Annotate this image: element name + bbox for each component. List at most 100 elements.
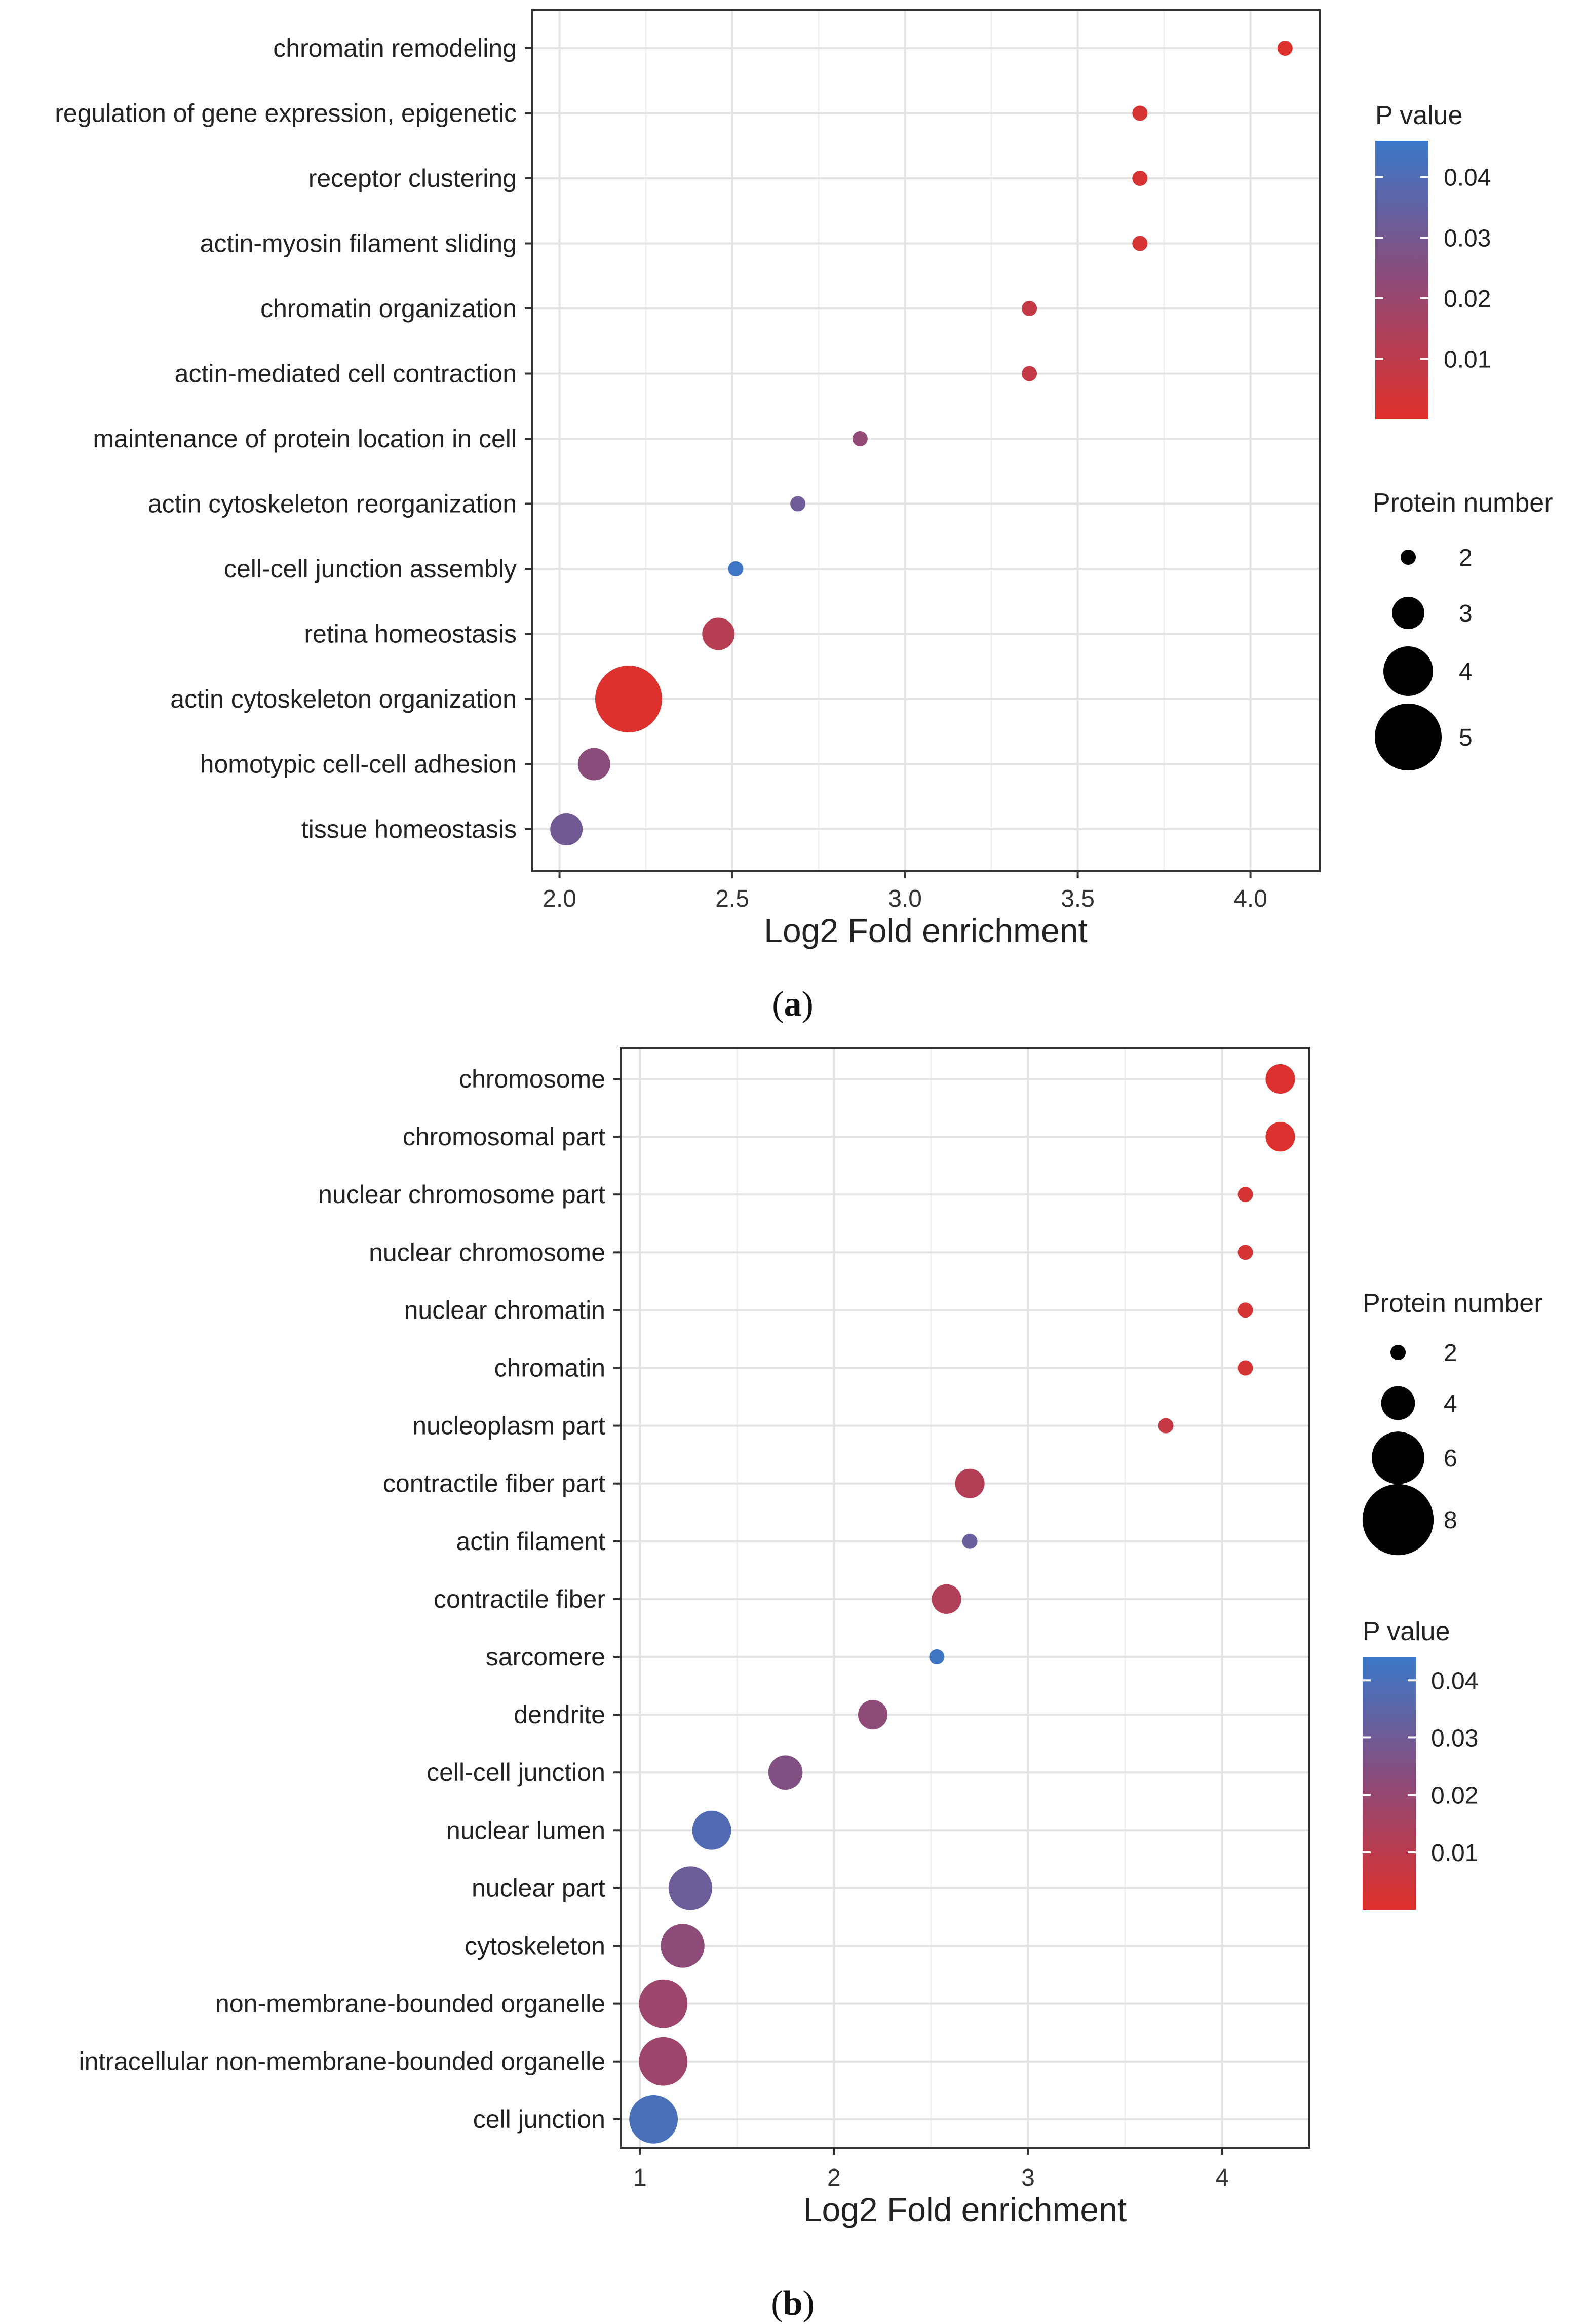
data-point	[639, 2037, 688, 2086]
data-point	[955, 1468, 985, 1498]
data-point	[1277, 41, 1293, 56]
data-point	[1022, 366, 1037, 381]
x-tick-label: 3	[1021, 2164, 1035, 2191]
color-legend-bar	[1375, 141, 1428, 419]
data-point	[1237, 1187, 1253, 1203]
y-tick-label: actin-myosin filament sliding	[200, 229, 517, 258]
data-point	[1132, 105, 1148, 121]
data-point	[1158, 1418, 1174, 1434]
y-tick-label: nuclear chromosome part	[318, 1180, 605, 1209]
y-tick-label: maintenance of protein location in cell	[93, 424, 517, 453]
y-tick-label: actin-mediated cell contraction	[175, 360, 517, 388]
color-legend-title: P value	[1363, 1617, 1450, 1646]
color-legend-label: 0.01	[1444, 346, 1491, 373]
y-tick-label: chromatin	[494, 1354, 605, 1382]
x-tick-label: 3.5	[1061, 885, 1095, 912]
plot-border-b	[620, 1047, 1310, 2149]
x-tick-label: 1	[633, 2164, 647, 2191]
size-legend-label: 4	[1444, 1390, 1457, 1417]
gridlines-a	[532, 10, 1320, 871]
caption-b: (b)	[771, 2284, 815, 2323]
y-tick-label: retina homeostasis	[304, 620, 517, 648]
y-tick-label: chromosomal part	[403, 1122, 605, 1151]
x-tick-label: 2.5	[715, 885, 749, 912]
size-legend-dot	[1383, 646, 1433, 696]
y-tick-label: nuclear lumen	[446, 1816, 605, 1844]
data-point	[768, 1755, 803, 1790]
y-tick-label: chromatin remodeling	[273, 34, 517, 62]
size-legend-label: 6	[1444, 1445, 1457, 1472]
y-tick-label: nucleoplasm part	[412, 1412, 605, 1440]
size-legend-label: 4	[1459, 659, 1473, 685]
y-tick-label: tissue homeostasis	[301, 815, 517, 843]
chart-b: chromosome chromosomal part nuclear chromo…	[79, 1047, 1543, 2228]
x-tick-label: 4.0	[1233, 885, 1267, 912]
y-tick-label: intracellular non-membrane-bounded organ…	[79, 2047, 605, 2076]
y-tick-label: actin cytoskeleton reorganization	[148, 490, 517, 518]
y-tick-label: chromatin organization	[260, 294, 517, 323]
caption-a: (a)	[772, 985, 814, 1024]
data-point	[702, 617, 735, 650]
x-tick-label: 4	[1215, 2164, 1229, 2191]
data-point	[932, 1584, 961, 1614]
y-tick-label: actin filament	[456, 1527, 605, 1556]
data-point	[1132, 236, 1148, 251]
data-point	[595, 666, 662, 732]
gridlines-b	[621, 1048, 1309, 2148]
chart-a: chromatin remodeling regulation of gene e…	[55, 9, 1553, 949]
data-point	[550, 813, 583, 845]
size-legend-label: 2	[1459, 545, 1473, 571]
y-tick-label: cell-cell junction assembly	[224, 555, 517, 583]
size-legend-title: Protein number	[1373, 488, 1553, 518]
data-point	[1132, 171, 1148, 186]
plot-panel-a	[532, 10, 1320, 871]
size-legend-dot	[1390, 1345, 1406, 1360]
color-legend-title: P value	[1375, 101, 1463, 130]
x-tick-label: 3.0	[888, 885, 922, 912]
color-legend-label: 0.04	[1431, 1668, 1478, 1694]
size-legend-dot	[1372, 1431, 1424, 1484]
data-point	[639, 1979, 688, 2028]
data-point	[1265, 1064, 1295, 1094]
data-point	[577, 748, 610, 781]
y-tick-label: regulation of gene expression, epigeneti…	[55, 99, 517, 128]
data-point	[1265, 1122, 1295, 1152]
size-legend-label: 5	[1459, 724, 1473, 751]
x-tick-label: 2	[827, 2164, 841, 2191]
y-tick-label: receptor clustering	[308, 164, 517, 192]
size-legend-label: 2	[1444, 1340, 1457, 1367]
data-point	[629, 2095, 678, 2144]
size-legend-label: 8	[1444, 1507, 1457, 1534]
color-legend-label: 0.03	[1431, 1725, 1478, 1752]
y-tick-label: contractile fiber	[434, 1585, 605, 1613]
y-tick-label: nuclear part	[472, 1874, 605, 1902]
data-point	[1237, 1302, 1253, 1318]
y-tick-label: cytoskeleton	[465, 1932, 605, 1960]
color-legend-label: 0.04	[1444, 165, 1491, 191]
size-legend-dot	[1375, 704, 1442, 770]
data-point	[692, 1810, 731, 1850]
data-point	[852, 431, 868, 446]
data-point	[1237, 1360, 1253, 1376]
plot-border-a	[531, 9, 1321, 872]
data-point	[1022, 301, 1037, 316]
size-legend-dot	[1362, 1484, 1434, 1556]
y-tick-label: actin cytoskeleton organization	[170, 685, 517, 713]
size-legend-dot	[1381, 1386, 1415, 1420]
x-axis-title: Log2 Fold enrichment	[764, 912, 1087, 949]
data-point	[661, 1924, 705, 1968]
color-legend-bar	[1363, 1657, 1416, 1910]
size-legend-title: Protein number	[1363, 1289, 1543, 1318]
y-tick-label: non-membrane-bounded organelle	[215, 1990, 605, 2018]
data-point	[790, 496, 806, 512]
size-legend-dot	[1401, 550, 1416, 565]
size-legend-label: 3	[1459, 600, 1473, 627]
y-tick-label: sarcomere	[486, 1643, 605, 1671]
data-point	[858, 1700, 888, 1730]
y-tick-label: cell-cell junction	[427, 1758, 605, 1787]
color-legend-label: 0.02	[1431, 1783, 1478, 1809]
color-legend-label: 0.02	[1444, 286, 1491, 313]
x-axis-title: Log2 Fold enrichment	[803, 2191, 1127, 2228]
y-tick-label: nuclear chromatin	[404, 1296, 605, 1324]
data-point	[1237, 1245, 1253, 1260]
